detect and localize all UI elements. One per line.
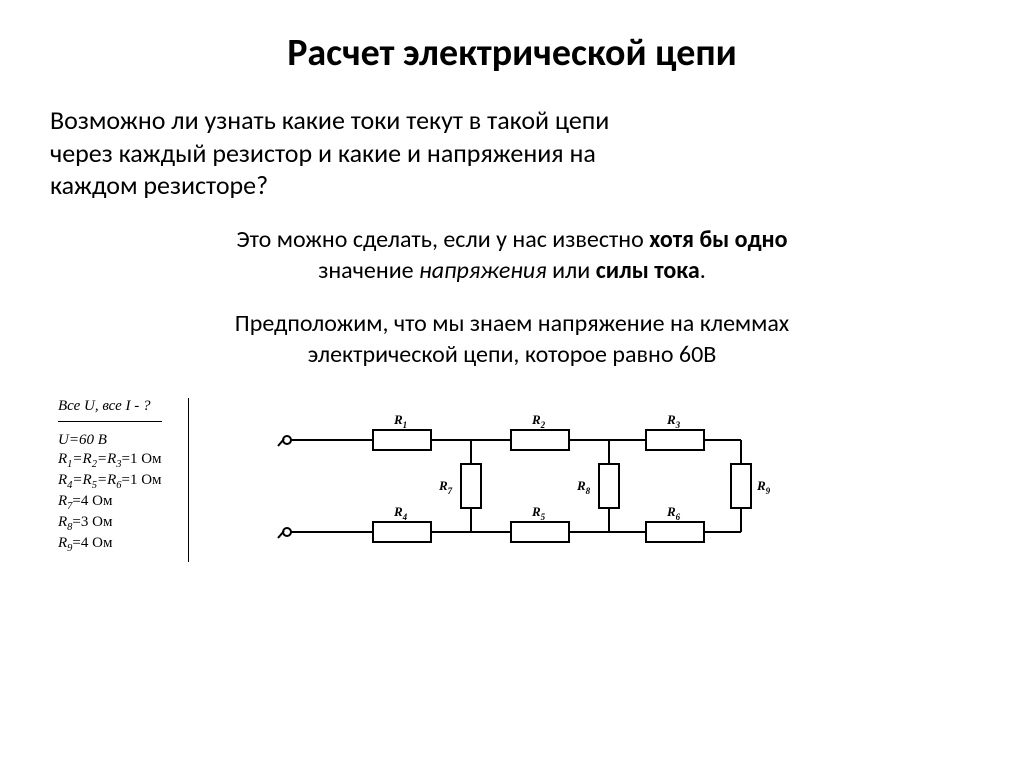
question-text: Возможно ли узнать какие токи текут в та… <box>50 104 974 202</box>
question-l3: каждом резисторе? <box>50 169 268 201</box>
answer-b1: хотя бы одно <box>649 225 787 254</box>
assumption-l1: Предположим, что мы знаем напряжение на … <box>235 309 789 338</box>
answer-p3: или <box>547 256 596 285</box>
given-r456: R4=R5=R6=1 Ом <box>58 472 162 491</box>
given-r9: R9=4 Ом <box>58 535 162 554</box>
answer-i1: напряжения <box>419 256 547 285</box>
svg-text:R2: R2 <box>531 412 546 430</box>
given-r123: R1=R2=R3=1 Ом <box>58 451 162 470</box>
svg-text:R1: R1 <box>393 412 407 430</box>
given-r8: R8=3 Ом <box>58 514 162 533</box>
page-title: Расчет электрической цепи <box>50 30 974 76</box>
svg-text:R9: R9 <box>756 478 771 496</box>
svg-text:R3: R3 <box>666 412 681 430</box>
answer-p1: Это можно сделать, если у нас известно <box>236 225 649 254</box>
svg-text:R4: R4 <box>393 504 408 522</box>
svg-text:R7: R7 <box>438 478 453 496</box>
circuit-diagram: R1 R2 R3 R4 R5 R6 R7 R8 R9 <box>269 398 974 564</box>
question-l2: через каждый резистор и какие и напряжен… <box>50 137 596 169</box>
assumption-text: Предположим, что мы знаем напряжение на … <box>92 308 932 370</box>
answer-text: Это можно сделать, если у нас известно х… <box>102 224 922 286</box>
given-ask: Все U, все I - ? <box>58 398 162 422</box>
svg-text:R5: R5 <box>531 504 546 522</box>
given-u: U=60 В <box>58 432 162 449</box>
svg-text:R8: R8 <box>576 478 591 496</box>
bottom-row: Все U, все I - ? U=60 В R1=R2=R3=1 Ом R4… <box>50 398 974 564</box>
assumption-l2: электрической цепи, которое равно 60В <box>308 340 717 369</box>
circuit-svg: R1 R2 R3 R4 R5 R6 R7 R8 R9 <box>269 404 789 564</box>
given-r7: R7=4 Ом <box>58 493 162 512</box>
answer-p4: . <box>700 256 706 285</box>
question-l1: Возможно ли узнать какие токи текут в та… <box>50 104 609 136</box>
svg-text:R6: R6 <box>666 504 681 522</box>
given-block: Все U, все I - ? U=60 В R1=R2=R3=1 Ом R4… <box>58 398 189 562</box>
answer-b2: силы тока <box>596 256 700 285</box>
answer-p2: значение <box>318 256 419 285</box>
